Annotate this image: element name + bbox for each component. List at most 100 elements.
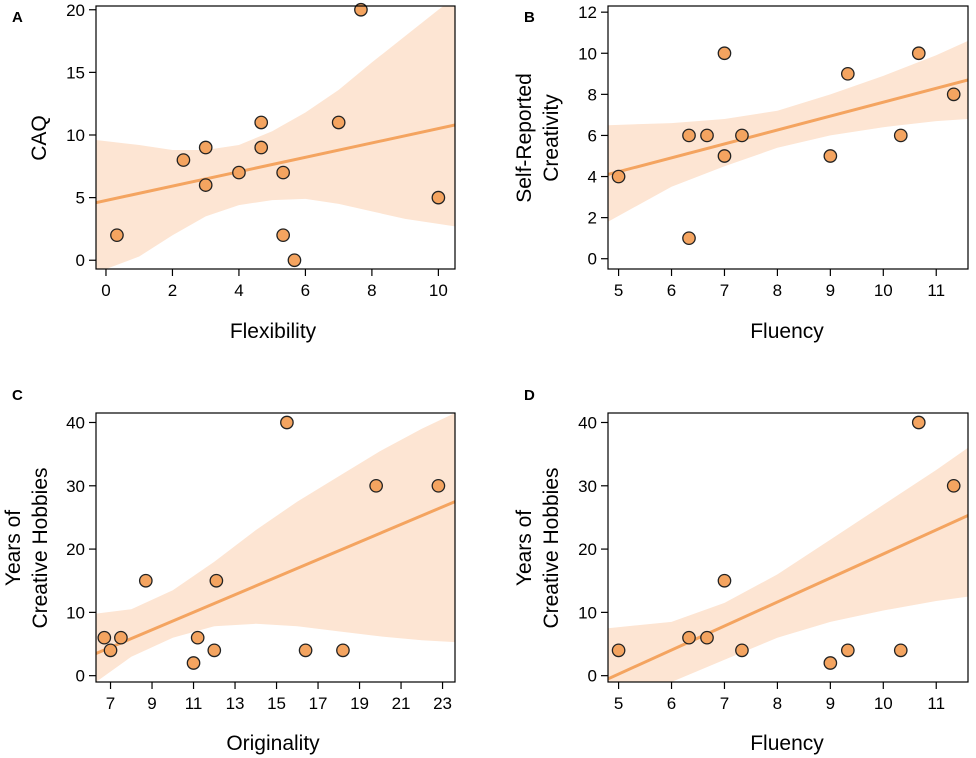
panel-a-data-point [331, 115, 346, 130]
panel-a-data-point [354, 2, 368, 17]
panel-b-data-point [682, 231, 696, 246]
panel-c-letter: C [12, 387, 23, 404]
panel-b-plot-frame [607, 5, 969, 270]
panel-d-y-tick-label: 20 [578, 540, 597, 559]
panel-c-data-point [431, 478, 446, 493]
panel-c-plot-frame [95, 412, 456, 683]
panel-c-y-tick-label: 0 [76, 667, 85, 686]
panel-b-confidence-band [608, 40, 968, 222]
panel-d-letter: D [524, 387, 535, 404]
panel-c-y-tick-label: 20 [66, 540, 85, 559]
panel-a-x-axis-label: Flexibility [230, 320, 317, 343]
panel-d-x-tick-label: 11 [927, 694, 945, 713]
panel-d-data-point [682, 630, 696, 645]
panel-c-y-tick-label: 10 [66, 603, 85, 622]
panel-a-y-axis-label: CAQ [28, 115, 51, 161]
panel-c-x-tick-label: 19 [350, 694, 369, 713]
panel-b-data-point [682, 128, 696, 143]
panel-c-y-axis-label-line1: Years of [2, 510, 25, 586]
panel-d: D 5 6 7 8 9 10 11 0 10 20 30 40 Fluency Years of Cr… [513, 387, 969, 755]
panel-b-y-tick-label: 12 [578, 3, 597, 22]
panel-b-data-point [717, 149, 732, 163]
panel-b-y-tick-label: 8 [588, 85, 597, 104]
panel-c-x-tick-label: 7 [106, 694, 115, 713]
panel-c-data-point [280, 415, 294, 430]
panel-a-plot-frame [95, 5, 456, 270]
panel-b-data-point [717, 46, 732, 61]
panel-b-data-point [735, 128, 749, 143]
panel-a-confidence-band [96, 6, 455, 269]
panel-c-x-tick-label: 23 [433, 694, 452, 713]
panel-b-data-point [823, 149, 838, 163]
panel-c-confidence-band [96, 413, 455, 682]
panel-a-data-point [276, 228, 290, 243]
panel-c-y-axis-label-line2: Creative Hobbies [29, 467, 52, 628]
panel-d-x-tick-label: 9 [826, 694, 835, 713]
panel-d-plot-frame [607, 412, 969, 683]
panel-a-data-point [431, 190, 446, 205]
panel-a-y-tick-label: 15 [66, 63, 85, 82]
panel-b-data-point [893, 128, 908, 143]
panel-c-data-point [138, 573, 153, 588]
panel-c-data-point [186, 656, 201, 670]
panel-d-x-tick-label: 7 [720, 694, 729, 713]
panel-b-x-axis-label: Fluency [750, 320, 824, 343]
panel-b-x-tick-label: 5 [614, 281, 623, 300]
panel-a-data-point [198, 178, 213, 192]
panel-d-y-axis-label-line1: Years of [513, 510, 536, 586]
panel-a-regression-line [96, 123, 455, 205]
panel-c-x-axis-label: Originality [226, 732, 320, 755]
panel-c-data-point [369, 478, 383, 493]
panel-a-x-tick-label: 2 [168, 281, 177, 300]
panel-b-x-tick-label: 9 [826, 281, 835, 300]
panel-d-regression-line [608, 514, 968, 681]
panel-b-letter: B [524, 9, 535, 26]
panel-a-x-tick-label: 4 [234, 281, 243, 300]
panel-a-x-tick-label: 0 [101, 281, 110, 300]
panel-b-y-tick-label: 4 [588, 168, 597, 187]
panel-b-data-point [946, 87, 961, 102]
panel-a-data-point [198, 140, 213, 155]
panel-b-y-tick-label: 0 [588, 250, 597, 269]
panel-a-data-point [176, 153, 191, 167]
panel-c-data-point [336, 643, 350, 658]
panel-d-data-point [840, 643, 855, 658]
panel-c-x-tick-label: 15 [267, 694, 286, 713]
panel-a-y-tick-label: 20 [66, 1, 85, 20]
panel-d-x-tick-label: 8 [773, 694, 782, 713]
panel-b-y-axis-label-line2: Creativity [540, 94, 563, 182]
panel-b-y-tick-label: 2 [588, 209, 597, 228]
panel-d-data-point [893, 643, 908, 658]
panel-c-data-point [103, 643, 118, 658]
panel-c-data-point [114, 630, 128, 645]
panel-a-data-point [276, 165, 290, 180]
panel-b-regression-line [608, 78, 968, 176]
panel-b: B 5 6 7 8 9 10 11 0 2 4 6 8 10 12 Fluency Self-Report… [513, 3, 969, 343]
panel-b-x-tick-label: 7 [720, 281, 729, 300]
panel-d-y-axis-label-line2: Creative Hobbies [540, 467, 563, 628]
panel-d-data-point [700, 630, 714, 645]
panel-a-data-point [254, 115, 269, 130]
panel-b-y-tick-label: 10 [578, 44, 597, 63]
panel-a-data-point [254, 140, 269, 155]
panel-d-x-tick-label: 6 [667, 694, 676, 713]
panel-a-y-tick-label: 0 [76, 251, 85, 270]
panel-d-data-point [823, 656, 838, 670]
panel-c-data-point [207, 643, 222, 658]
panel-d-data-point [946, 478, 961, 493]
panel-a-x-tick-label: 8 [367, 281, 376, 300]
panel-a-data-point [232, 165, 246, 180]
panel-a-y-tick-label: 5 [76, 189, 85, 208]
panel-d-x-tick-label: 10 [874, 694, 893, 713]
panel-c-y-tick-label: 40 [66, 413, 85, 432]
panel-d-x-axis-label: Fluency [750, 732, 824, 755]
panel-d-x-tick-label: 5 [614, 694, 623, 713]
panel-c-x-tick-label: 13 [226, 694, 245, 713]
panel-c-data-point [97, 630, 112, 645]
panel-a-x-tick-label: 10 [429, 281, 448, 300]
panel-b-data-point [700, 128, 714, 143]
panel-d-data-point [611, 643, 626, 658]
panel-d-y-tick-label: 10 [578, 603, 597, 622]
